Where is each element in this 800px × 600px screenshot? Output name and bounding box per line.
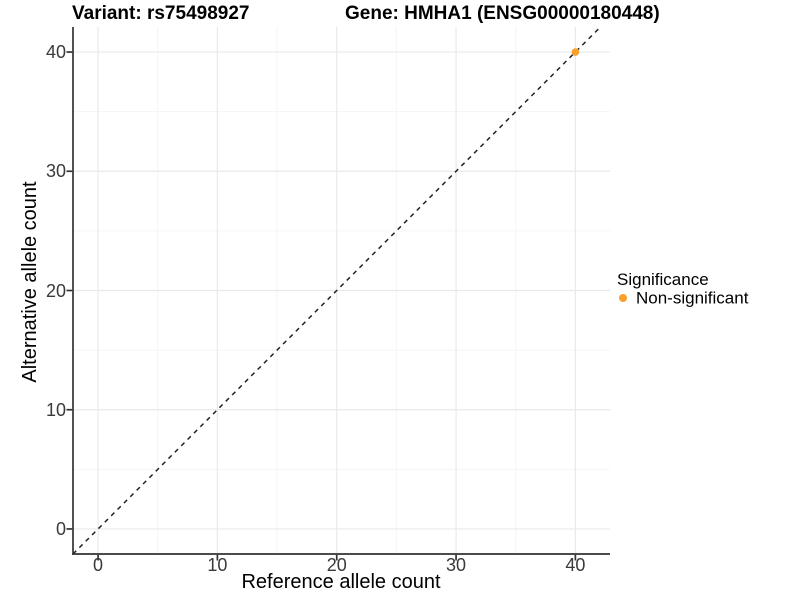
legend-title: Significance	[617, 270, 709, 289]
x-tick-label: 30	[446, 555, 467, 575]
y-tick-label: 20	[45, 280, 66, 301]
x-tick-label: 40	[565, 555, 586, 575]
x-tick-label: 10	[207, 555, 228, 575]
legend-item-label: Non-significant	[636, 288, 749, 308]
x-tick-label: 0	[93, 555, 104, 575]
y-tick-label: 30	[45, 161, 66, 182]
x-tick-label: 20	[326, 555, 347, 575]
legend-marker-dot-icon	[619, 294, 627, 302]
variant-title: Variant: rs75498927	[72, 3, 250, 24]
gene-title: Gene: HMHA1 (ENSG00000180448)	[345, 3, 660, 24]
y-tick-label: 40	[45, 42, 66, 63]
y-axis-title: Alternative allele count	[19, 181, 41, 383]
data-point	[571, 48, 580, 56]
y-tick-label: 10	[45, 399, 66, 420]
y-tick-label: 0	[55, 518, 66, 539]
x-axis-title: Reference allele count	[241, 571, 441, 593]
identity-reference-line	[72, 26, 601, 555]
